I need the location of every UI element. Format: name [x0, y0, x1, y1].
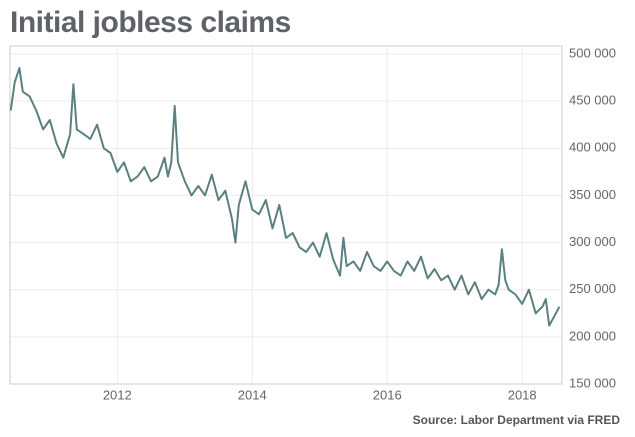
y-tick-label: 400 000 — [569, 140, 616, 155]
data-line — [9, 67, 561, 327]
y-tick-label: 500 000 — [569, 45, 616, 60]
x-tick-label: 2018 — [508, 387, 537, 402]
source: Source: Labor Department via FRED — [413, 413, 621, 427]
y-tick-label: 150 000 — [569, 375, 616, 390]
y-tick-label: 450 000 — [569, 93, 616, 108]
plot-frame — [9, 45, 563, 385]
y-tick-label: 300 000 — [569, 234, 616, 249]
chart-title: Initial jobless claims — [10, 6, 291, 39]
y-tick-label: 200 000 — [569, 328, 616, 343]
y-tick-label: 350 000 — [569, 187, 616, 202]
x-tick-label: 2012 — [103, 387, 132, 402]
y-tick-label: 250 000 — [569, 281, 616, 296]
x-tick-label: 2016 — [373, 387, 402, 402]
x-tick-label: 2014 — [238, 387, 267, 402]
